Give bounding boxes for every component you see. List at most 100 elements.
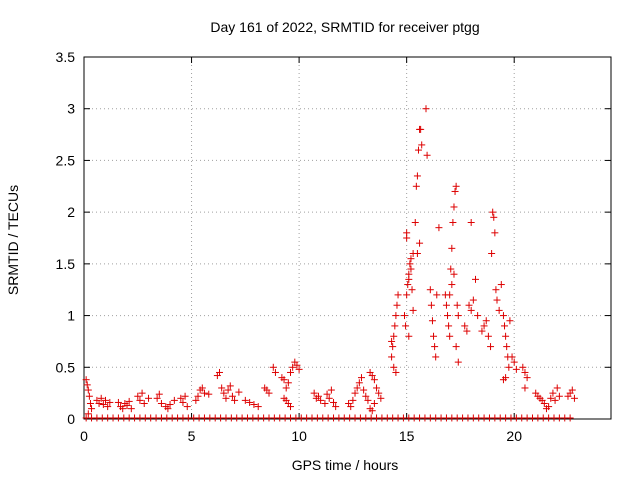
data-point xyxy=(119,405,127,413)
data-point xyxy=(435,224,443,232)
data-point xyxy=(418,141,426,149)
data-point xyxy=(254,403,262,411)
data-point xyxy=(325,394,333,402)
data-point xyxy=(512,365,520,373)
data-point xyxy=(205,390,213,398)
data-point xyxy=(138,389,146,397)
x-tick-label: 10 xyxy=(291,428,307,444)
data-point xyxy=(407,255,415,263)
data-point xyxy=(83,381,91,389)
data-point xyxy=(332,403,340,411)
data-point xyxy=(442,301,450,309)
plot-frame xyxy=(83,56,612,420)
data-point xyxy=(183,403,191,411)
data-point xyxy=(355,379,363,387)
data-point xyxy=(284,379,292,387)
data-point xyxy=(488,250,496,258)
data-point xyxy=(102,396,110,404)
data-point xyxy=(289,363,297,371)
x-axis: 0 5 10 15 20 xyxy=(80,57,522,444)
data-point xyxy=(364,396,372,404)
data-point xyxy=(426,286,434,294)
data-point xyxy=(508,353,516,361)
y-tick-label: 1.5 xyxy=(56,256,76,272)
data-point xyxy=(200,389,208,397)
data-point xyxy=(452,343,460,351)
data-point xyxy=(127,405,135,413)
data-point xyxy=(351,389,359,397)
data-point xyxy=(413,250,421,258)
data-point xyxy=(519,363,527,371)
data-point xyxy=(433,291,441,299)
data-point xyxy=(408,286,416,294)
data-point xyxy=(461,322,469,330)
data-point xyxy=(499,312,507,320)
data-point xyxy=(84,386,92,394)
data-point xyxy=(448,244,456,252)
data-point xyxy=(286,403,294,411)
data-point xyxy=(226,382,234,390)
data-point xyxy=(198,384,206,392)
data-point xyxy=(392,368,400,376)
x-tick-label: 15 xyxy=(399,428,415,444)
data-point xyxy=(430,332,438,340)
data-point xyxy=(495,306,503,314)
data-point xyxy=(310,389,318,397)
data-point xyxy=(402,322,410,330)
grid-lines xyxy=(84,57,611,419)
data-point xyxy=(181,392,189,400)
data-point xyxy=(104,403,112,411)
data-point xyxy=(218,384,226,392)
data-point xyxy=(370,376,378,384)
data-point xyxy=(353,384,361,392)
data-point xyxy=(545,403,553,411)
data-point xyxy=(566,414,574,422)
data-point xyxy=(231,396,239,404)
data-point xyxy=(570,394,578,402)
data-point xyxy=(465,301,473,309)
data-point xyxy=(453,301,461,309)
data-point xyxy=(194,392,202,400)
data-point xyxy=(405,275,413,283)
data-point xyxy=(446,291,454,299)
data-point xyxy=(417,125,425,133)
data-point xyxy=(450,270,458,278)
data-point xyxy=(157,399,165,407)
data-point xyxy=(551,396,559,404)
data-point xyxy=(360,386,368,394)
data-point xyxy=(317,396,325,404)
data-point xyxy=(97,394,105,402)
data-point xyxy=(286,368,294,376)
data-point xyxy=(449,218,457,226)
data-point xyxy=(490,213,498,221)
data-point xyxy=(155,390,163,398)
data-point xyxy=(330,398,338,406)
x-tick-label: 5 xyxy=(188,428,196,444)
data-point xyxy=(392,312,400,320)
y-tick-label: 2 xyxy=(67,204,75,220)
data-point xyxy=(391,322,399,330)
data-point xyxy=(412,182,420,190)
data-point xyxy=(523,374,531,382)
data-point xyxy=(321,399,329,407)
data-point xyxy=(411,218,419,226)
data-point xyxy=(423,151,431,159)
data-point xyxy=(388,353,396,361)
data-point xyxy=(448,281,456,289)
data-point xyxy=(271,368,279,376)
data-point xyxy=(106,398,114,406)
data-point xyxy=(323,390,331,398)
data-point xyxy=(373,384,381,392)
data-point xyxy=(164,405,172,413)
data-point xyxy=(136,396,144,404)
data-point xyxy=(521,384,529,392)
data-point xyxy=(123,402,131,410)
data-point xyxy=(327,386,335,394)
data-point xyxy=(357,374,365,382)
data-point xyxy=(377,394,385,402)
data-point xyxy=(510,358,518,366)
data-point xyxy=(216,368,224,376)
data-point xyxy=(390,332,398,340)
